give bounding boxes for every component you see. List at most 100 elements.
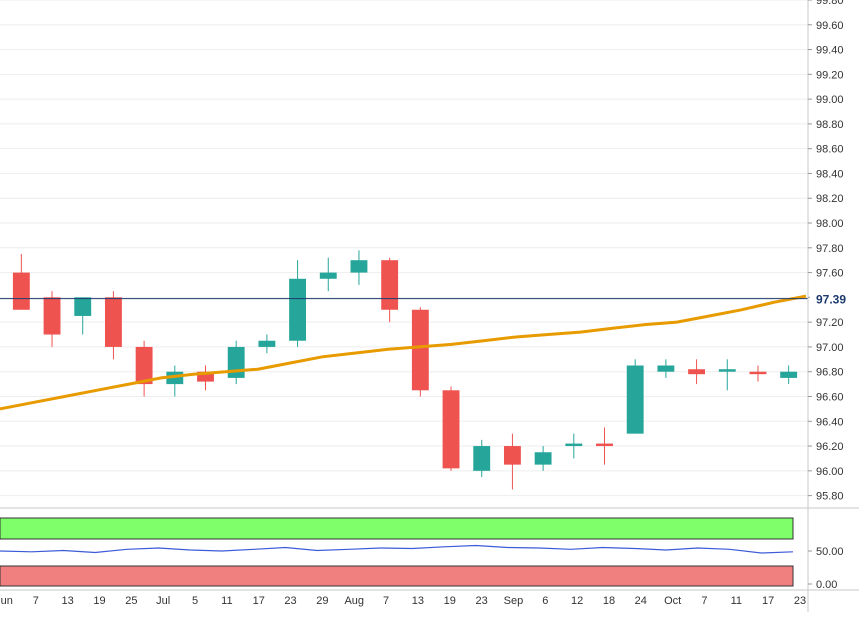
candle: [258, 334, 276, 354]
candle: [289, 260, 307, 347]
candle-body: [12, 272, 30, 310]
price-tick-label: 98.00: [816, 218, 844, 230]
candle-body: [780, 371, 798, 378]
time-tick-label: 19: [444, 595, 456, 607]
price-tag-background: [810, 289, 859, 308]
candle: [442, 386, 460, 471]
candle: [411, 307, 429, 397]
time-tick-label: 24: [635, 595, 647, 607]
time-tick-label: 23: [284, 595, 296, 607]
time-tick-label: 12: [571, 595, 583, 607]
price-tick-label: 97.60: [816, 268, 844, 280]
candle-body: [135, 346, 153, 385]
oscillator-line: [0, 544, 794, 554]
overbought-band: [0, 517, 794, 540]
candle: [12, 254, 30, 310]
price-tick-label: 98.20: [816, 193, 844, 205]
indicator-tick-label: 0.00: [816, 579, 837, 591]
candle-body: [411, 309, 429, 391]
candle: [473, 439, 491, 478]
candle-body: [749, 371, 767, 375]
time-tick-label: 17: [253, 595, 265, 607]
time-tick-label: 23: [794, 595, 806, 607]
candlesticks: [12, 250, 798, 490]
candle-body: [565, 443, 583, 447]
price-tick-label: 99.60: [816, 20, 844, 32]
time-axis: Jun 7 13 19 25 Jul 5 11 17 23 29 Aug 7 13 19 23 Sep 6 12 18…: [0, 589, 859, 607]
current-price-label: 97.39: [816, 293, 846, 307]
time-tick-label: 7: [701, 595, 707, 607]
candle-body: [197, 371, 214, 382]
price-tick-label: 98.40: [816, 168, 844, 180]
time-tick-label: 19: [93, 595, 105, 607]
candle: [135, 340, 153, 397]
price-tick-label: 97.20: [816, 317, 844, 329]
oversold-band: [0, 565, 794, 587]
time-tick-label: 13: [412, 595, 424, 607]
price-tick-label: 96.60: [816, 391, 844, 403]
candle: [749, 365, 767, 382]
time-tick-label: Aug: [344, 595, 364, 607]
price-tick-label: 99.80: [816, 0, 844, 7]
candle-body: [503, 446, 521, 465]
price-tick-label: 96.40: [816, 416, 844, 428]
candle-body: [688, 369, 706, 375]
time-tick-label: 25: [125, 595, 137, 607]
candle-body: [319, 272, 337, 279]
candle-body: [534, 452, 552, 465]
time-tick-label: 7: [33, 595, 39, 607]
candle: [596, 427, 613, 465]
time-tick-label: 29: [316, 595, 328, 607]
time-tick-label: 17: [762, 595, 774, 607]
candle: [657, 359, 675, 378]
time-tick-label: 6: [542, 595, 548, 607]
time-tick-label: Jul: [156, 595, 170, 607]
candle-body: [350, 260, 368, 273]
price-tick-label: 96.80: [816, 367, 844, 379]
time-tick-label: 23: [475, 595, 487, 607]
price-tick-label: 99.40: [816, 45, 844, 57]
current-price-tag: 97.39: [810, 289, 859, 308]
time-tick-label: 11: [221, 595, 232, 607]
candle: [626, 359, 644, 434]
time-tick-label: 18: [603, 595, 615, 607]
price-tick-label: 98.60: [816, 144, 844, 156]
price-tick-label: 96.20: [816, 441, 844, 453]
candle-body: [718, 369, 736, 372]
price-axis: 95.80 96.00 96.20 96.40 96.60 96.80 97.00 97.20…: [807, 0, 844, 612]
candle-body: [74, 297, 92, 316]
price-tick-label: 99.20: [816, 69, 844, 81]
candle: [350, 250, 368, 285]
candle: [688, 359, 706, 385]
candle: [565, 433, 583, 459]
candle-body: [442, 390, 460, 469]
time-tick-label: Jun: [0, 595, 13, 607]
candle: [534, 446, 552, 471]
time-tick-label: 13: [62, 595, 74, 607]
price-tick-label: 99.00: [816, 94, 844, 106]
grid-lines: [0, 0, 808, 497]
candle-body: [258, 340, 276, 347]
candle-body: [626, 365, 644, 434]
price-tick-label: 96.00: [816, 466, 844, 478]
candle: [718, 359, 736, 391]
indicator-panel: 50.00 0.00: [0, 507, 859, 591]
candle: [104, 291, 122, 360]
candle-body: [473, 446, 491, 471]
candle-body: [227, 346, 245, 378]
candle: [381, 257, 399, 323]
candle: [319, 257, 337, 292]
price-tick-label: 97.00: [816, 342, 844, 354]
time-tick-label: 11: [731, 595, 742, 607]
candle-body: [596, 443, 613, 447]
price-tick-label: 95.80: [816, 491, 844, 503]
candle-body: [289, 278, 307, 341]
moving-average-path: [0, 294, 807, 411]
candle: [503, 433, 521, 490]
candle-body: [104, 297, 122, 347]
time-tick-label: 5: [192, 595, 198, 607]
price-tick-label: 98.80: [816, 119, 844, 131]
